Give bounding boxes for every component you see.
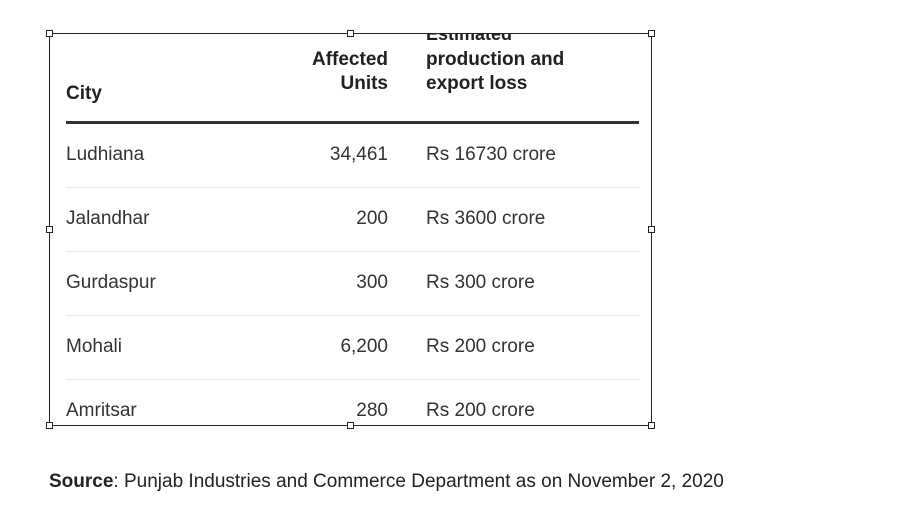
cell-units: 300 [356,272,388,293]
header-city: City [66,83,102,104]
resize-handle-top-center[interactable] [347,30,354,37]
resize-handle-middle-left[interactable] [46,226,53,233]
cell-loss: Rs 3600 crore [426,208,546,229]
table-row: Jalandhar 200 Rs 3600 crore [66,188,639,252]
header-loss-line0: Estimated [426,33,513,44]
source-note: Source: Punjab Industries and Commerce D… [49,471,724,493]
resize-handle-middle-right[interactable] [648,226,655,233]
resize-handle-top-right[interactable] [648,30,655,37]
cell-units: 6,200 [340,336,388,357]
header-affected-units-line2: Units [340,73,389,94]
cell-units: 200 [356,208,388,229]
cell-city: Jalandhar [66,208,150,229]
header-affected-units: Affected Units [240,48,388,96]
resize-handle-bottom-center[interactable] [347,422,354,429]
cell-city: Amritsar [66,400,137,421]
cell-loss: Rs 200 crore [426,400,535,421]
cell-units: 280 [356,400,388,421]
resize-handle-bottom-right[interactable] [648,422,655,429]
table-image-frame[interactable]: Estimated City Affected Units production… [49,33,652,426]
cell-city: Ludhiana [66,144,145,165]
source-text: : Punjab Industries and Commerce Departm… [113,471,724,492]
cell-loss: Rs 16730 crore [426,144,556,165]
cell-city: Gurdaspur [66,272,156,293]
header-loss-line1: production and [426,49,565,70]
table-row: Gurdaspur 300 Rs 300 crore [66,252,639,316]
resize-handle-bottom-left[interactable] [46,422,53,429]
table-row: Ludhiana 34,461 Rs 16730 crore [66,124,639,188]
cell-loss: Rs 300 crore [426,272,535,293]
header-loss: production and export loss [426,48,564,96]
table-row: Mohali 6,200 Rs 200 crore [66,316,639,380]
source-label: Source [49,471,114,492]
cell-units: 34,461 [329,144,388,165]
table-row: Amritsar 280 Rs 200 crore [66,380,639,425]
header-loss-line2: export loss [426,73,528,94]
resize-handle-top-left[interactable] [46,30,53,37]
cell-loss: Rs 200 crore [426,336,535,357]
cell-city: Mohali [66,336,122,357]
header-affected-units-line1: Affected [311,49,388,70]
header-divider [66,121,639,124]
